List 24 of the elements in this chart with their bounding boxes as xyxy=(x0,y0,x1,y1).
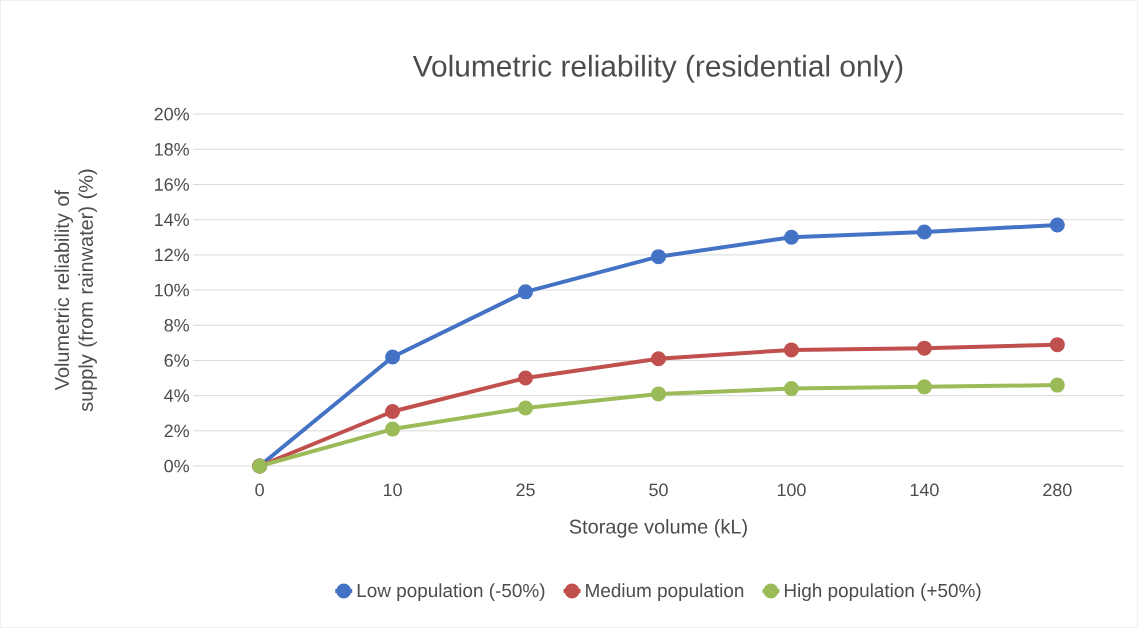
x-tick-label: 0 xyxy=(255,483,264,497)
y-tick-label: 14% xyxy=(155,213,189,226)
y-tick-label: 18% xyxy=(155,142,189,156)
y-tick-label: 16% xyxy=(155,178,189,191)
chart-title: Volumetric reliability (residential only) xyxy=(412,54,903,83)
x-tick-label: 280 xyxy=(1043,483,1072,497)
x-tick-label: 50 xyxy=(649,483,668,497)
y-tick-label: 0% xyxy=(164,459,189,473)
y-tick-label: 20% xyxy=(154,107,189,121)
x-tick-label: 100 xyxy=(777,483,806,497)
x-axis-title: Storage volume (kL) xyxy=(569,518,747,538)
y-axis-title: Volumetric reliability of supply (from rainwater) (%) xyxy=(54,169,97,412)
x-tick-label: 25 xyxy=(516,483,535,497)
legend-label: Low population (-50%) xyxy=(357,583,545,601)
x-tick-label: 140 xyxy=(910,483,939,497)
x-tick-label: 10 xyxy=(383,483,402,497)
y-tick-label: 10% xyxy=(155,283,189,297)
y-tick-label: 8% xyxy=(164,318,189,332)
y-tick-label: 4% xyxy=(164,389,189,402)
y-tick-label: 2% xyxy=(164,424,189,438)
y-tick-label: 12% xyxy=(155,248,189,262)
legend-label: Medium population xyxy=(586,583,744,601)
y-tick-label: 6% xyxy=(164,354,189,367)
legend-label: High population (+50%) xyxy=(784,583,981,601)
